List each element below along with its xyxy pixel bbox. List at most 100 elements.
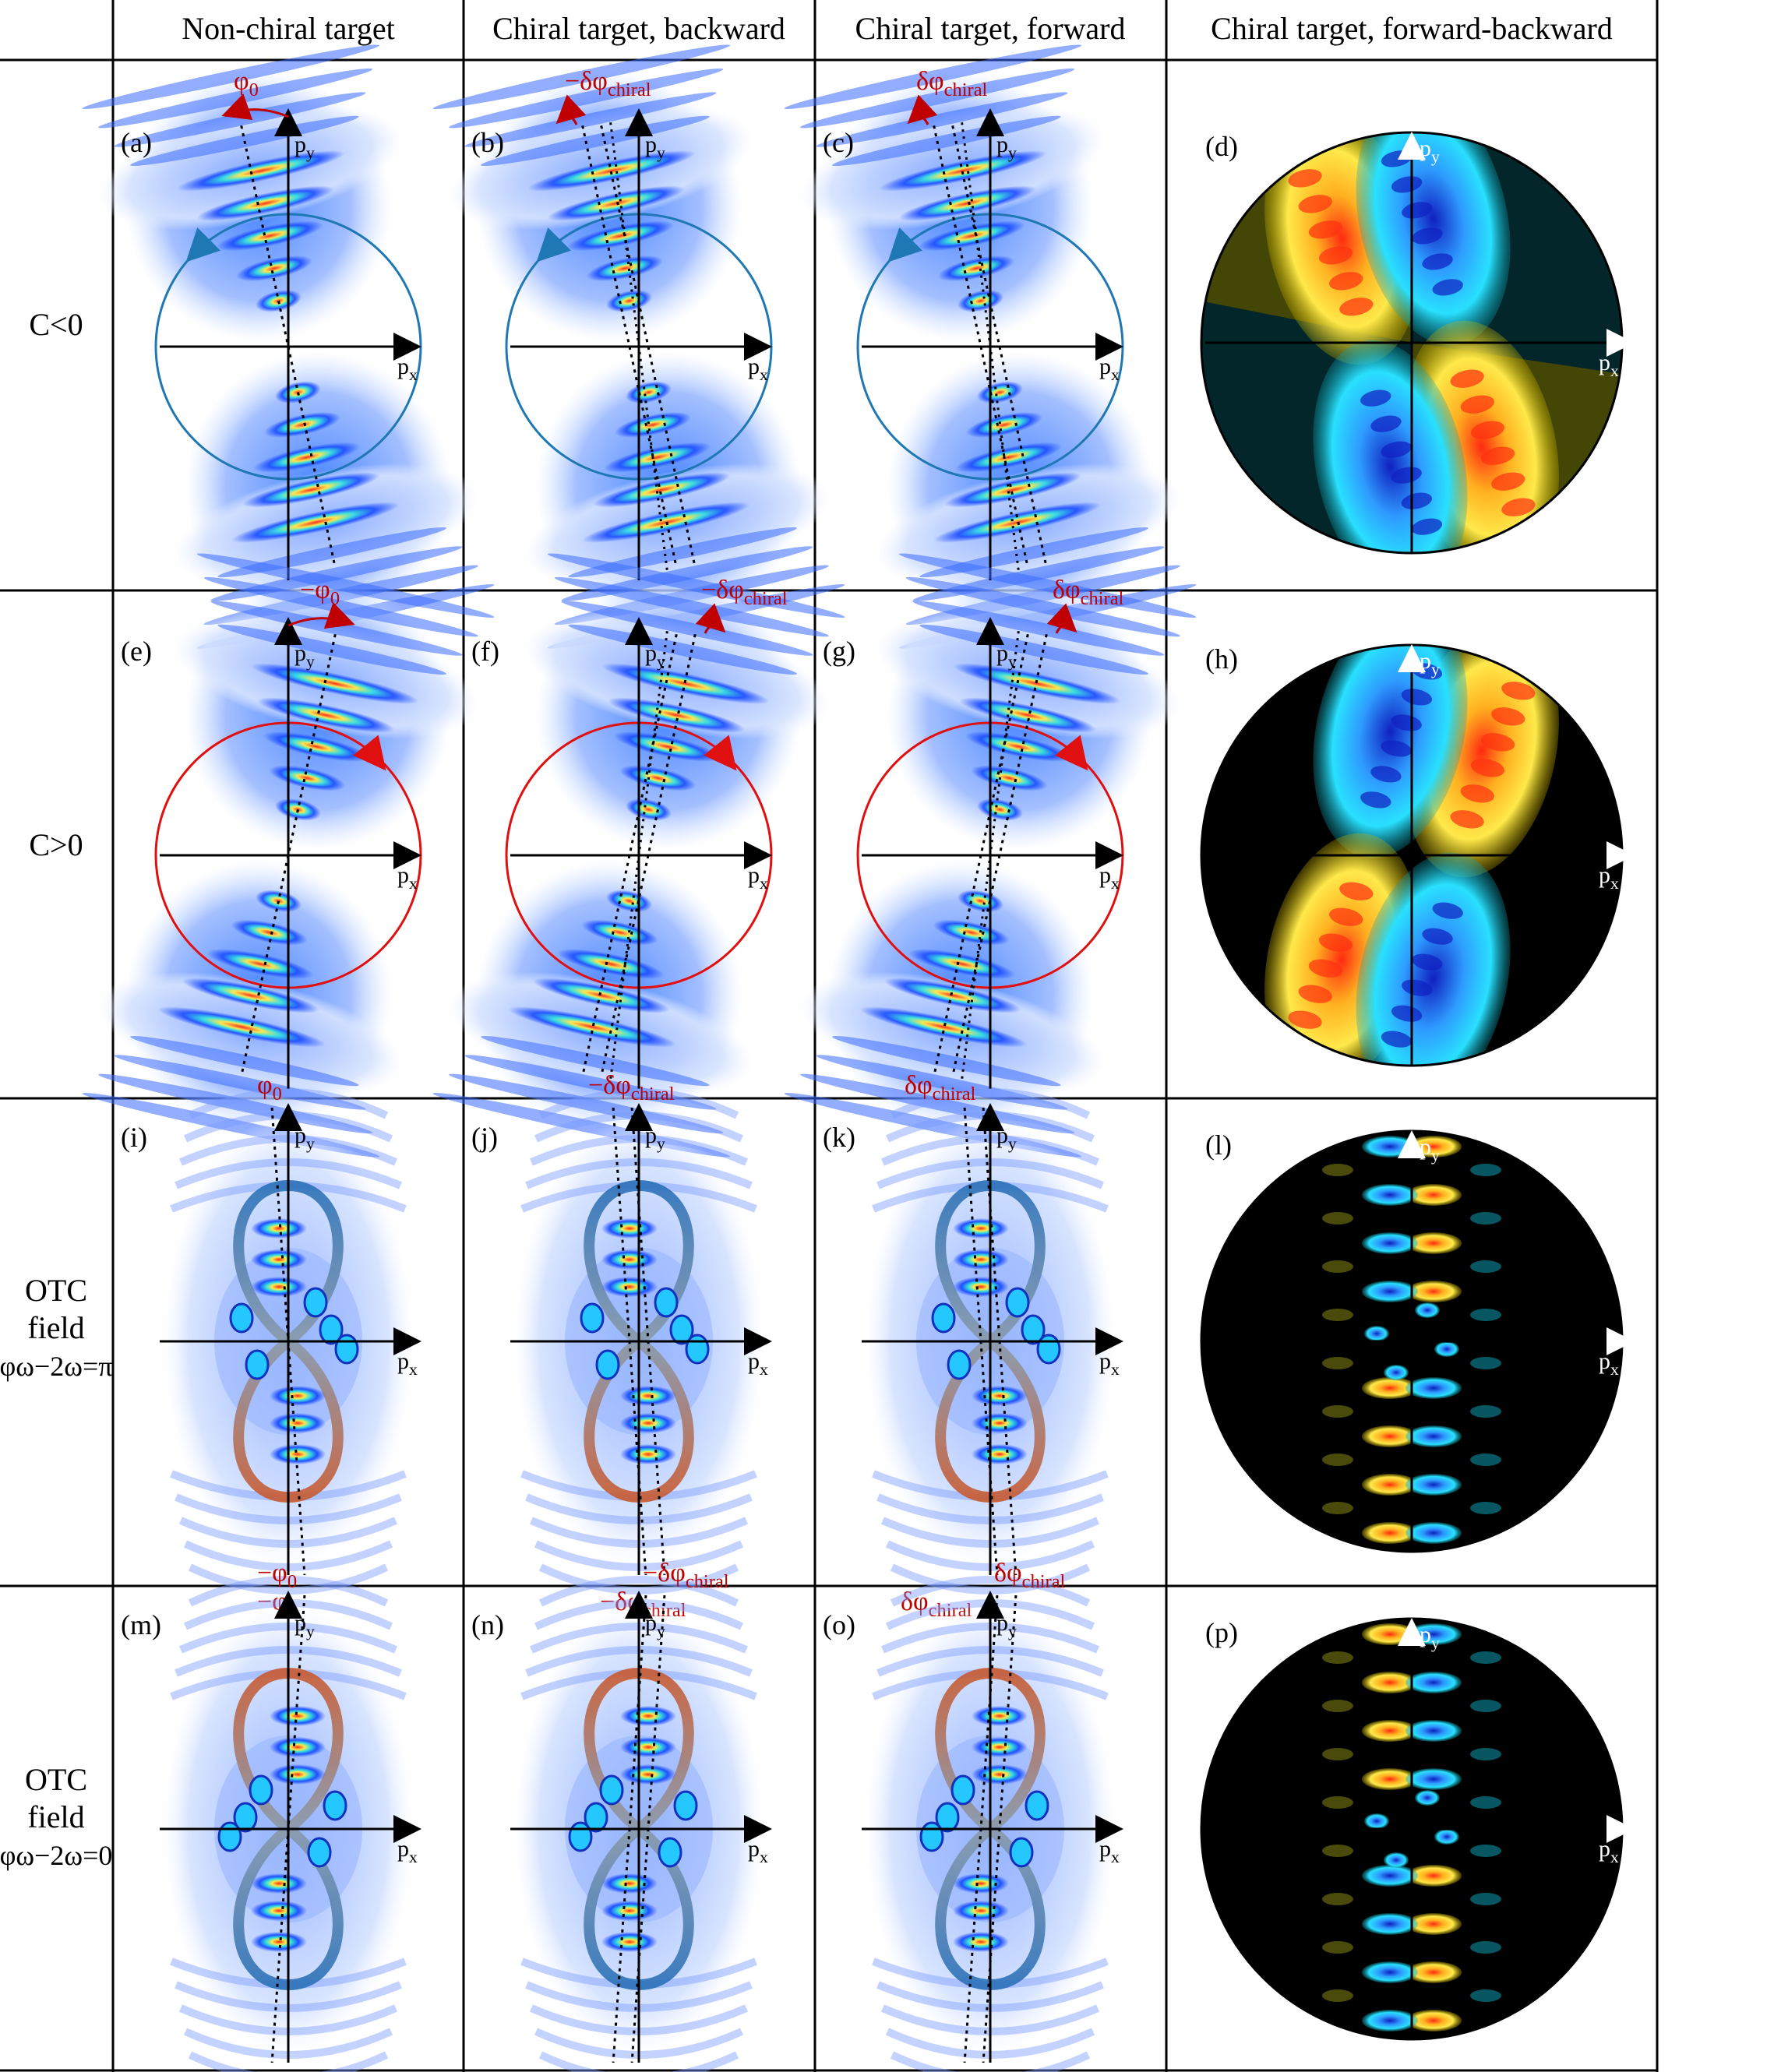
px-label: px (1599, 1348, 1619, 1379)
panel-o: px py (o) δφchiral δφchiral (823, 1559, 1123, 2072)
panel-label: (l) (1205, 1129, 1232, 1161)
panel-d: px py (d) (1200, 131, 1635, 555)
panel-label: (h) (1205, 643, 1238, 675)
px-label: px (397, 862, 418, 893)
svg-text:field: field (27, 1310, 84, 1345)
py-label: py (1420, 648, 1440, 678)
px-label: px (1599, 350, 1619, 380)
reference-line (609, 122, 668, 571)
angle-arrow (907, 94, 938, 125)
svg-text:φω−2ω=0: φω−2ω=0 (0, 1840, 112, 1871)
direction-line (933, 634, 1029, 1077)
direction-line (963, 1595, 999, 2063)
angle-label: δφchiral (1053, 576, 1124, 609)
py-label: py (996, 1122, 1017, 1153)
py-label: py (645, 1610, 665, 1640)
panel-label: (f) (471, 636, 499, 667)
panel-label: (i) (121, 1122, 147, 1153)
direction-line (933, 125, 1029, 568)
row-header-otc-pi: OTC field φω−2ω=π (0, 1273, 112, 1382)
px-label: px (748, 1836, 768, 1866)
py-label: py (996, 1610, 1017, 1640)
panel-f: px py (f) −δφchiral (432, 553, 845, 1158)
panel-h: px py (h) (1200, 643, 1635, 1067)
col-header-non-chiral: Non-chiral target (182, 11, 395, 46)
py-label: py (1420, 136, 1440, 166)
row-header-c-positive: C>0 (29, 827, 83, 862)
svg-text:OTC: OTC (25, 1762, 87, 1797)
col-header-chiral-backward: Chiral target, backward (492, 11, 785, 46)
panel-label: (a) (121, 127, 152, 158)
angle-label: −δφchiral (701, 576, 788, 609)
px-label: px (1099, 862, 1120, 893)
panel-g: px py (g) δφchiral (784, 553, 1197, 1158)
px-label: px (748, 1348, 768, 1379)
svg-text:φω−2ω=π: φω−2ω=π (0, 1351, 112, 1382)
direction-line (982, 1107, 1017, 1576)
direction-line (240, 634, 337, 1077)
panel-label: (n) (471, 1609, 504, 1640)
py-label: py (996, 640, 1017, 671)
angle-label: −δφchiral (565, 67, 651, 100)
py-label: py (294, 640, 315, 671)
direction-line (600, 634, 697, 1077)
panel-b: px py (b) −δφchiral (432, 44, 845, 649)
direction-line (600, 125, 697, 568)
py-label: py (645, 132, 665, 162)
panel-c: px py (c) δφchiral (784, 44, 1197, 649)
angle-label-top: δφchiral (905, 1071, 976, 1105)
panel-label: (p) (1205, 1617, 1238, 1648)
col-header-forward-backward: Chiral target, forward-backward (1211, 11, 1613, 46)
direction-line (630, 1107, 666, 1576)
reference-line (961, 631, 1020, 1080)
panel-label: (j) (471, 1122, 498, 1153)
panel-k: px py (k) δφchiral δφchiral (823, 1071, 1123, 1621)
px-label: px (397, 1348, 418, 1379)
direction-line (982, 1595, 1017, 2063)
py-label: py (294, 1122, 315, 1153)
angle-label-top: δφchiral (994, 1559, 1066, 1592)
direction-line (963, 1107, 999, 1576)
px-label: px (1599, 862, 1619, 893)
panel-label: (e) (121, 636, 152, 667)
direction-line (270, 1595, 306, 2063)
direction-line (581, 634, 678, 1077)
panel-label: (m) (121, 1609, 161, 1640)
angle-arrow (1046, 603, 1077, 634)
direction-line (951, 125, 1048, 568)
angle-label-top: −δφchiral (588, 1071, 675, 1105)
reference-line (609, 631, 668, 1080)
direction-line (240, 125, 337, 568)
py-label: py (645, 1122, 665, 1153)
angle-label-bottom: δφchiral (901, 1587, 972, 1621)
svg-text:field: field (27, 1799, 84, 1834)
row-header-c-negative: C<0 (29, 307, 83, 342)
px-label: px (1599, 1836, 1619, 1866)
py-label: py (1420, 1134, 1440, 1165)
col-header-chiral-forward: Chiral target, forward (855, 11, 1126, 46)
panel-label: (c) (823, 127, 854, 158)
direction-line (951, 634, 1048, 1077)
px-label: px (748, 354, 768, 384)
px-label: px (397, 1836, 418, 1866)
px-label: px (1099, 1836, 1120, 1866)
angle-arrow (287, 602, 355, 629)
direction-line (270, 1107, 306, 1576)
panel-j: px py (j) −δφchiral −δφchiral (471, 1071, 772, 1621)
px-label: px (1099, 354, 1120, 384)
panel-label: (d) (1205, 131, 1238, 162)
direction-line (630, 1595, 666, 2063)
panel-l: px py (l) (1200, 1129, 1635, 1553)
py-label: py (294, 132, 315, 162)
angle-label-top: −δφchiral (643, 1559, 729, 1592)
px-label: px (748, 862, 768, 893)
angle-label-top: −φ0 (257, 1559, 297, 1592)
direction-line (612, 1107, 647, 1576)
panel-i: px py (i) φ0 −φ0 (121, 1071, 421, 1621)
py-label: py (996, 132, 1017, 162)
